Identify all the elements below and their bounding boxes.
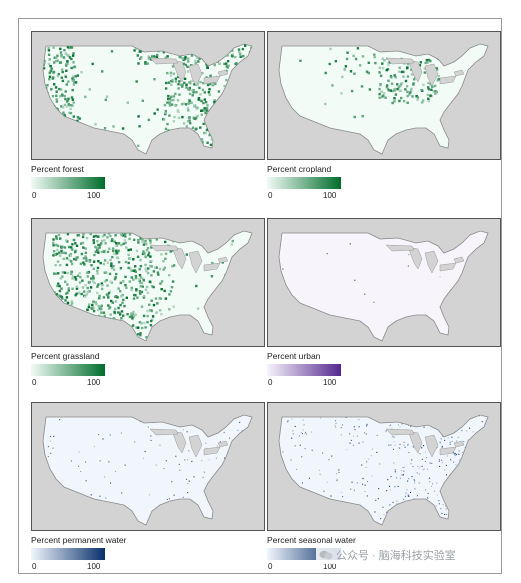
legend-max-cropland: 100 (323, 191, 337, 200)
legend-min-urban: 0 (268, 378, 273, 387)
great-lake (424, 434, 439, 458)
great-lake (407, 430, 423, 454)
legend-min-grassland: 0 (32, 378, 37, 387)
great-lake (188, 250, 203, 274)
legend-max-urban: 100 (323, 378, 337, 387)
legend-title-urban: Percent urban (267, 351, 321, 361)
watermark-text: 公众号 · 脑海科技实验室 (336, 550, 456, 562)
legend-bar-cropland (267, 177, 341, 189)
legend-bar-forest (31, 177, 105, 189)
great-lake (407, 246, 423, 270)
legend-min-forest: 0 (32, 191, 37, 200)
map-forest (31, 31, 265, 160)
map-urban (267, 218, 501, 347)
great-lake (171, 246, 187, 270)
great-lake (385, 244, 415, 252)
legend-max-seasonal-water: 100 (323, 562, 337, 571)
legend-max-permanent-water: 100 (87, 562, 101, 571)
legend-title-seasonal-water: Percent seasonal water (267, 535, 356, 545)
great-lake (217, 256, 229, 264)
great-lake (453, 69, 465, 77)
legend-bar-urban (267, 364, 341, 376)
great-lake (439, 75, 457, 85)
map-urban-svg (268, 219, 500, 346)
great-lake (203, 75, 221, 85)
great-lake (407, 59, 423, 83)
wechat-icon (319, 550, 333, 560)
map-permanent-water (31, 402, 265, 531)
map-cropland-svg (268, 32, 500, 159)
great-lake (188, 63, 203, 87)
map-forest-svg (32, 32, 264, 159)
figure: Percent forest 0 100 Percent cropland 0 … (18, 18, 502, 574)
legend-max-forest: 100 (87, 191, 101, 200)
legend-min-seasonal-water: 0 (268, 562, 273, 571)
great-lake (149, 57, 179, 65)
great-lake (385, 428, 415, 436)
map-grassland-svg (32, 219, 264, 346)
great-lake (453, 256, 465, 264)
legend-title-forest: Percent forest (31, 164, 84, 174)
great-lake (171, 59, 187, 83)
great-lake (453, 440, 465, 448)
legend-title-grassland: Percent grassland (31, 351, 100, 361)
map-grassland (31, 218, 265, 347)
great-lake (439, 446, 457, 456)
legend-title-cropland: Percent cropland (267, 164, 332, 174)
map-seasonal-water-svg (268, 403, 500, 530)
map-cropland (267, 31, 501, 160)
great-lake (149, 428, 179, 436)
legend-min-permanent-water: 0 (32, 562, 37, 571)
great-lake (203, 262, 221, 272)
great-lake (217, 69, 229, 77)
great-lake (217, 440, 229, 448)
legend-min-cropland: 0 (268, 191, 273, 200)
great-lake (439, 262, 457, 272)
great-lake (171, 430, 187, 454)
map-seasonal-water (267, 402, 501, 531)
great-lake (424, 63, 439, 87)
legend-max-grassland: 100 (87, 378, 101, 387)
map-permanent-water-svg (32, 403, 264, 530)
watermark: 公众号 · 脑海科技实验室 (316, 546, 459, 564)
great-lake (149, 244, 179, 252)
legend-title-permanent-water: Percent permanent water (31, 535, 127, 545)
legend-bar-grassland (31, 364, 105, 376)
legend-bar-permanent-water (31, 548, 105, 560)
great-lake (385, 57, 415, 65)
great-lake (188, 434, 203, 458)
great-lake (424, 250, 439, 274)
great-lake (203, 446, 221, 456)
